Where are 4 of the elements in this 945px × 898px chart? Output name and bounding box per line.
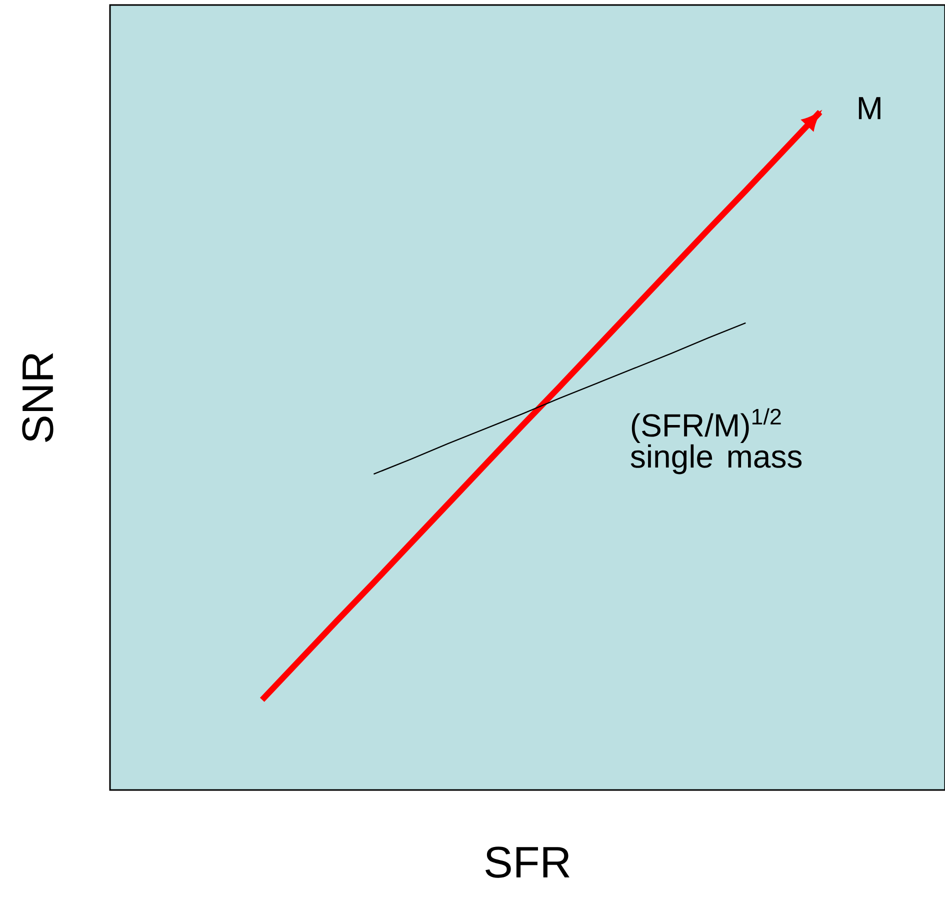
y-axis-title: SNR <box>22 353 54 442</box>
legend-label: M <box>858 97 880 120</box>
x-axis-title: SFR <box>486 846 570 878</box>
series-label: (SFR/M)$^{1/2}$ single mass <box>630 408 802 474</box>
